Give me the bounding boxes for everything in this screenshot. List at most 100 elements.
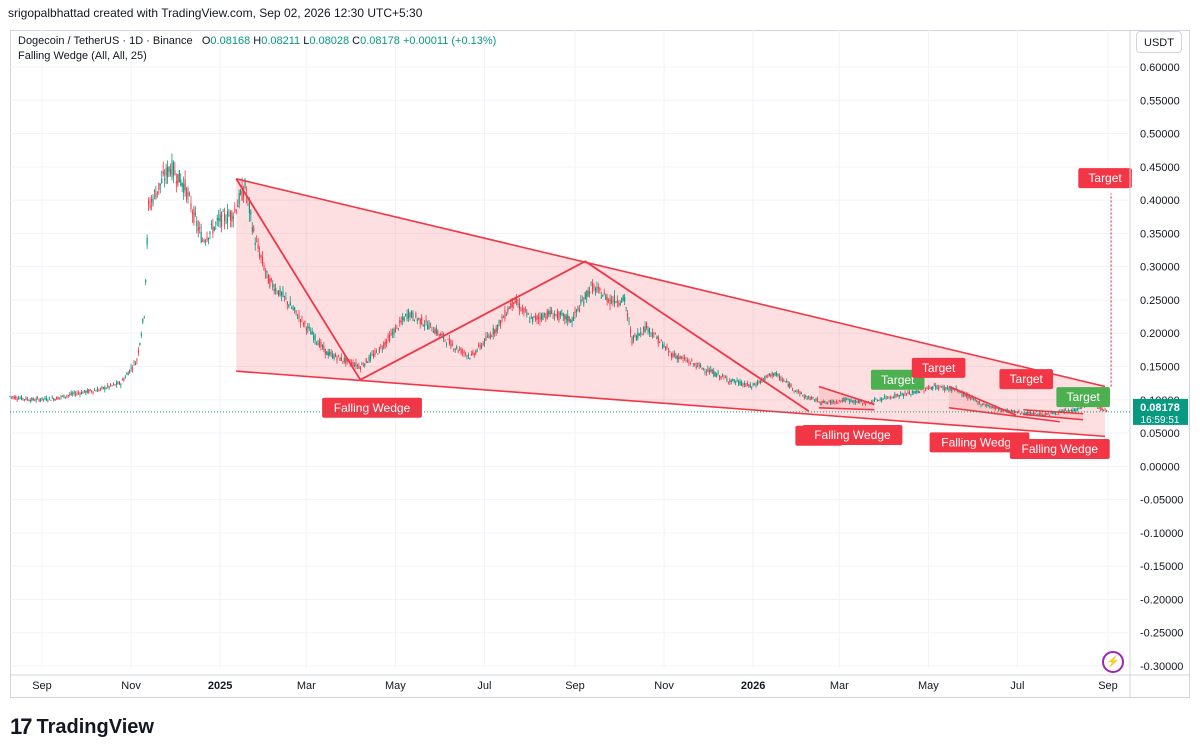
candle-body	[221, 212, 223, 227]
candle-body	[555, 314, 557, 316]
candle-body	[508, 307, 510, 310]
candle-body	[89, 389, 91, 391]
candle-body	[1101, 408, 1103, 411]
candle-body	[657, 336, 659, 344]
candle-body	[932, 386, 934, 390]
candle-body	[724, 377, 727, 379]
candle-body	[895, 394, 897, 396]
candle-body	[320, 342, 322, 347]
candle-body	[1052, 412, 1054, 414]
candle-body	[574, 310, 576, 314]
candle-body	[762, 378, 764, 380]
candle-body	[707, 368, 709, 372]
candle-body	[892, 397, 894, 399]
candle-body	[875, 398, 877, 400]
candle-body	[929, 388, 931, 389]
candle-body	[145, 279, 147, 283]
candle-body	[765, 375, 767, 377]
candle-body	[57, 397, 59, 400]
candle-body	[846, 398, 848, 400]
candle-body	[911, 390, 913, 394]
candle-body	[578, 308, 580, 312]
candle-body	[481, 345, 483, 348]
wedge-lower-line	[948, 406, 1060, 423]
candle-body	[139, 343, 141, 345]
candle-body	[870, 401, 873, 403]
candle-body	[1000, 409, 1002, 412]
target-label-text: Target	[1066, 390, 1100, 404]
candle-body	[759, 380, 762, 383]
y-tick-label: -0.05000	[1140, 495, 1183, 507]
falling-wedge-label-text: Falling Wedge	[941, 435, 1018, 449]
candle-body	[134, 363, 137, 365]
candle-body	[101, 386, 103, 388]
candle-body	[551, 310, 553, 314]
candle-body	[923, 390, 925, 392]
candle-body	[272, 283, 274, 288]
candle-body	[968, 396, 970, 398]
candle-body	[1069, 410, 1071, 412]
candle-body	[142, 318, 144, 323]
candle-body	[631, 337, 633, 344]
flash-icon[interactable]: ⚡	[1102, 651, 1124, 673]
candle-body	[310, 332, 312, 335]
candle-body	[575, 309, 578, 313]
candle-body	[1019, 413, 1021, 415]
candle-body	[351, 362, 353, 365]
symbol-name[interactable]: Dogecoin / TetherUS · 1D · Binance	[18, 35, 193, 47]
candle-body	[316, 341, 318, 344]
chart-legend: Dogecoin / TetherUS · 1D · Binance O0.08…	[18, 34, 496, 64]
candle-body	[708, 370, 710, 374]
candle-body	[669, 351, 671, 353]
wedge-lower-line	[818, 406, 875, 411]
candle-body	[613, 295, 616, 304]
candle-body	[486, 336, 488, 337]
candle-body	[321, 345, 323, 348]
candle-body	[995, 407, 997, 409]
candle-body	[390, 332, 392, 335]
y-tick-label: 0.25000	[1140, 295, 1180, 307]
candle-body	[1021, 412, 1023, 414]
candle-body	[832, 400, 835, 402]
candle-body	[183, 183, 185, 193]
candle-body	[559, 312, 561, 315]
candle-body	[352, 362, 354, 367]
candle-body	[577, 307, 579, 310]
candle-body	[421, 317, 423, 325]
candle-body	[355, 362, 357, 367]
wedge-lines	[235, 178, 1106, 438]
candle-body	[856, 402, 858, 403]
candle-body	[656, 337, 658, 339]
candle-body	[15, 396, 17, 399]
candle-body	[694, 363, 696, 366]
candle-body	[663, 345, 665, 348]
candle-body	[549, 310, 551, 315]
candle-body	[581, 300, 583, 302]
candle-body	[602, 295, 604, 297]
current-price-value: 0.08178	[1140, 402, 1180, 414]
candle-body	[207, 238, 210, 240]
candle-body	[628, 321, 630, 322]
candle-body	[500, 320, 502, 326]
candle-body	[710, 369, 712, 373]
candle-body	[964, 393, 966, 397]
countdown-value: 16:59:51	[1141, 415, 1180, 426]
indicator-name[interactable]: Falling Wedge (All, All, 25)	[18, 50, 147, 62]
candle-body	[853, 400, 855, 403]
candle-body	[834, 402, 836, 404]
candle-body	[478, 344, 480, 346]
target-label-bg	[911, 357, 966, 378]
candle-body	[949, 387, 951, 390]
candle-body	[1034, 412, 1036, 414]
candle-body	[405, 314, 407, 316]
candle-body	[343, 358, 345, 362]
candle-body	[821, 401, 823, 404]
candle-body	[294, 307, 296, 311]
candle-body	[283, 296, 286, 297]
currency-button[interactable]: USDT	[1136, 31, 1182, 53]
candle-body	[133, 361, 135, 363]
candle-body	[31, 397, 33, 401]
candle-body	[432, 331, 434, 333]
candle-body	[241, 185, 243, 201]
